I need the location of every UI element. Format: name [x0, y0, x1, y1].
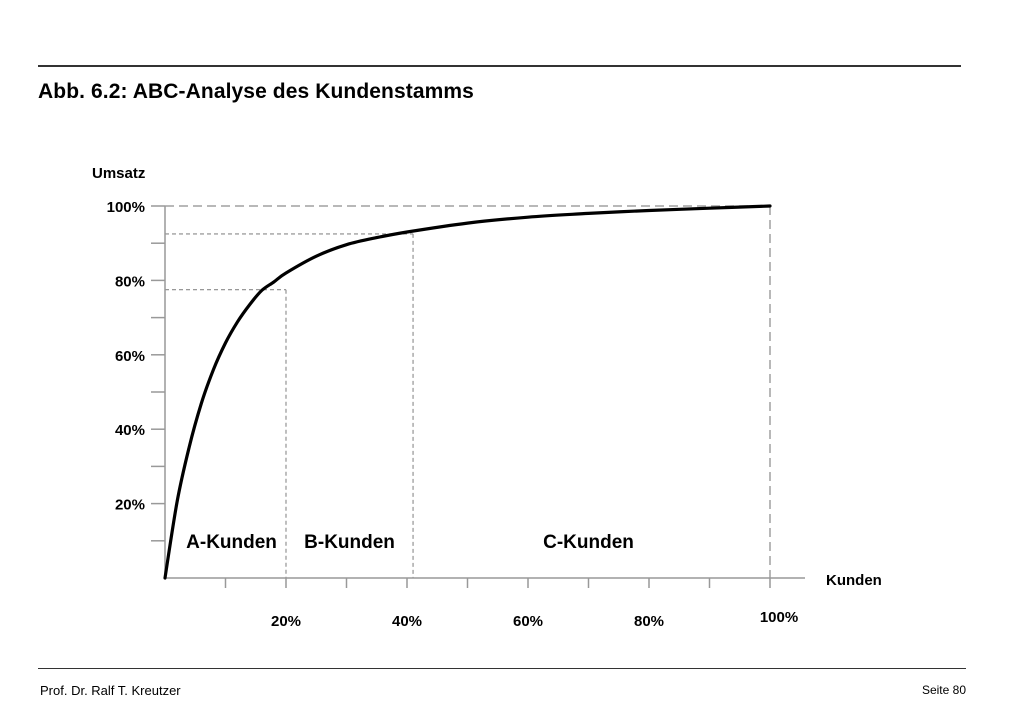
page-title: Abb. 6.2: ABC-Analyse des Kundenstamms [38, 80, 474, 103]
reference-lines [165, 205, 771, 578]
x-axis-label: Kunden [826, 572, 882, 589]
x-tick-label: 80% [634, 613, 664, 630]
y-tick-label: 40% [115, 422, 145, 439]
y-axis-label: Umsatz [92, 165, 145, 182]
footer-author: Prof. Dr. Ralf T. Kreutzer [40, 683, 181, 698]
y-tick-label: 80% [115, 273, 145, 290]
x-tick-label: 60% [513, 613, 543, 630]
segment-label-a: A-Kunden [186, 532, 277, 553]
segment-label-b: B-Kunden [304, 532, 395, 553]
tick-labels: 20% 40% 60% 80% 100% 20% 40% 60% 80% 100% [107, 199, 799, 630]
segment-label-c: C-Kunden [543, 532, 634, 553]
x-tick-label: 20% [271, 613, 301, 630]
top-rule [38, 65, 961, 67]
y-tick-label: 100% [107, 199, 145, 216]
y-tick-label: 60% [115, 348, 145, 365]
axes [164, 206, 805, 579]
x-tick-label: 100% [760, 609, 798, 626]
footer-page-number: Seite 80 [921, 683, 966, 697]
x-tick-label: 40% [392, 613, 422, 630]
segment-labels: A-Kunden B-Kunden C-Kunden [186, 532, 634, 553]
lorenz-curve [163, 204, 772, 580]
bottom-rule [38, 668, 966, 669]
ticks [151, 205, 771, 588]
y-tick-label: 20% [115, 497, 145, 514]
